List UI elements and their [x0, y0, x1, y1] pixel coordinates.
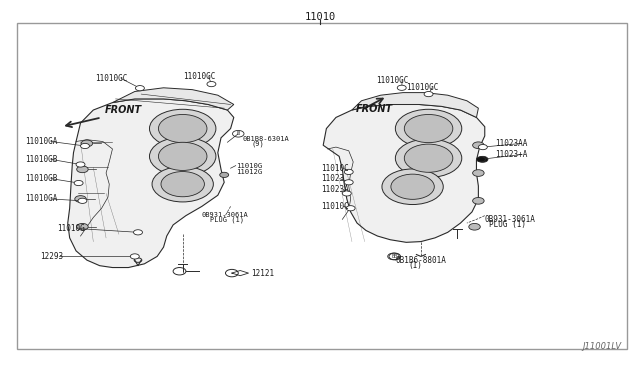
Circle shape: [476, 157, 485, 162]
Circle shape: [404, 144, 453, 172]
Text: 11010GC: 11010GC: [376, 76, 408, 85]
Text: 0B1B6-8801A: 0B1B6-8801A: [396, 256, 446, 264]
Circle shape: [404, 115, 453, 142]
Circle shape: [424, 92, 433, 97]
Text: 12293: 12293: [40, 252, 63, 261]
Text: 11010G: 11010G: [57, 224, 84, 233]
Text: 11010GC: 11010GC: [182, 72, 215, 81]
Circle shape: [78, 198, 87, 203]
Circle shape: [472, 198, 484, 204]
Circle shape: [391, 174, 435, 199]
Text: B: B: [392, 254, 395, 259]
Circle shape: [136, 86, 145, 91]
Text: 0B1B8-6301A: 0B1B8-6301A: [242, 135, 289, 142]
Text: 0B931-3061A: 0B931-3061A: [484, 215, 536, 224]
Circle shape: [396, 109, 462, 148]
Circle shape: [478, 144, 487, 150]
Text: 11010GA: 11010GA: [25, 137, 58, 146]
Circle shape: [397, 85, 406, 90]
Text: 11010: 11010: [305, 12, 335, 22]
Text: 11012G: 11012G: [236, 169, 262, 175]
Circle shape: [342, 191, 351, 196]
Text: 0B931-3061A: 0B931-3061A: [202, 212, 248, 218]
Circle shape: [74, 180, 83, 186]
Text: 11023: 11023: [321, 174, 344, 183]
Text: 11010C: 11010C: [321, 202, 349, 211]
Circle shape: [468, 224, 480, 230]
Circle shape: [346, 206, 355, 211]
Text: B: B: [393, 254, 396, 259]
Text: 11010GC: 11010GC: [406, 83, 438, 92]
Circle shape: [159, 115, 207, 142]
Circle shape: [220, 172, 228, 177]
Text: J11001LV: J11001LV: [582, 341, 621, 350]
Text: 11010C: 11010C: [321, 164, 349, 173]
Text: B: B: [237, 131, 240, 136]
Text: FRONT: FRONT: [105, 105, 142, 115]
Circle shape: [472, 142, 484, 148]
Circle shape: [207, 81, 216, 87]
Circle shape: [159, 142, 207, 170]
Circle shape: [81, 140, 93, 147]
Polygon shape: [323, 105, 484, 242]
Circle shape: [81, 143, 90, 148]
Circle shape: [77, 166, 88, 173]
Text: PLUG (1): PLUG (1): [489, 221, 526, 230]
Text: (1): (1): [408, 261, 422, 270]
Text: FRONT: FRONT: [356, 104, 393, 114]
Text: 11023+A: 11023+A: [495, 150, 528, 159]
Circle shape: [150, 109, 216, 148]
Circle shape: [134, 230, 143, 235]
Circle shape: [344, 169, 353, 174]
Text: 11010GB: 11010GB: [25, 174, 58, 183]
Text: 11023AA: 11023AA: [495, 139, 528, 148]
Circle shape: [161, 171, 204, 197]
Polygon shape: [68, 99, 234, 267]
Circle shape: [396, 139, 462, 177]
Text: 11023A: 11023A: [321, 185, 349, 194]
Circle shape: [75, 196, 86, 202]
Circle shape: [152, 166, 213, 202]
Circle shape: [477, 156, 488, 162]
Text: 11010G: 11010G: [236, 163, 262, 169]
Polygon shape: [113, 88, 234, 110]
Bar: [17, 23, 627, 349]
Circle shape: [150, 137, 216, 176]
Circle shape: [131, 254, 140, 259]
Circle shape: [76, 162, 85, 167]
Polygon shape: [352, 93, 478, 118]
Circle shape: [472, 170, 484, 176]
Text: 11010GA: 11010GA: [25, 195, 58, 203]
Text: 12121: 12121: [251, 269, 274, 278]
Circle shape: [344, 180, 353, 185]
Circle shape: [77, 224, 88, 230]
Text: 11010GC: 11010GC: [95, 74, 127, 83]
Text: (9): (9): [251, 141, 264, 147]
Text: PLUG (1): PLUG (1): [210, 217, 244, 223]
Circle shape: [382, 169, 444, 205]
Text: 11010GB: 11010GB: [25, 155, 58, 164]
